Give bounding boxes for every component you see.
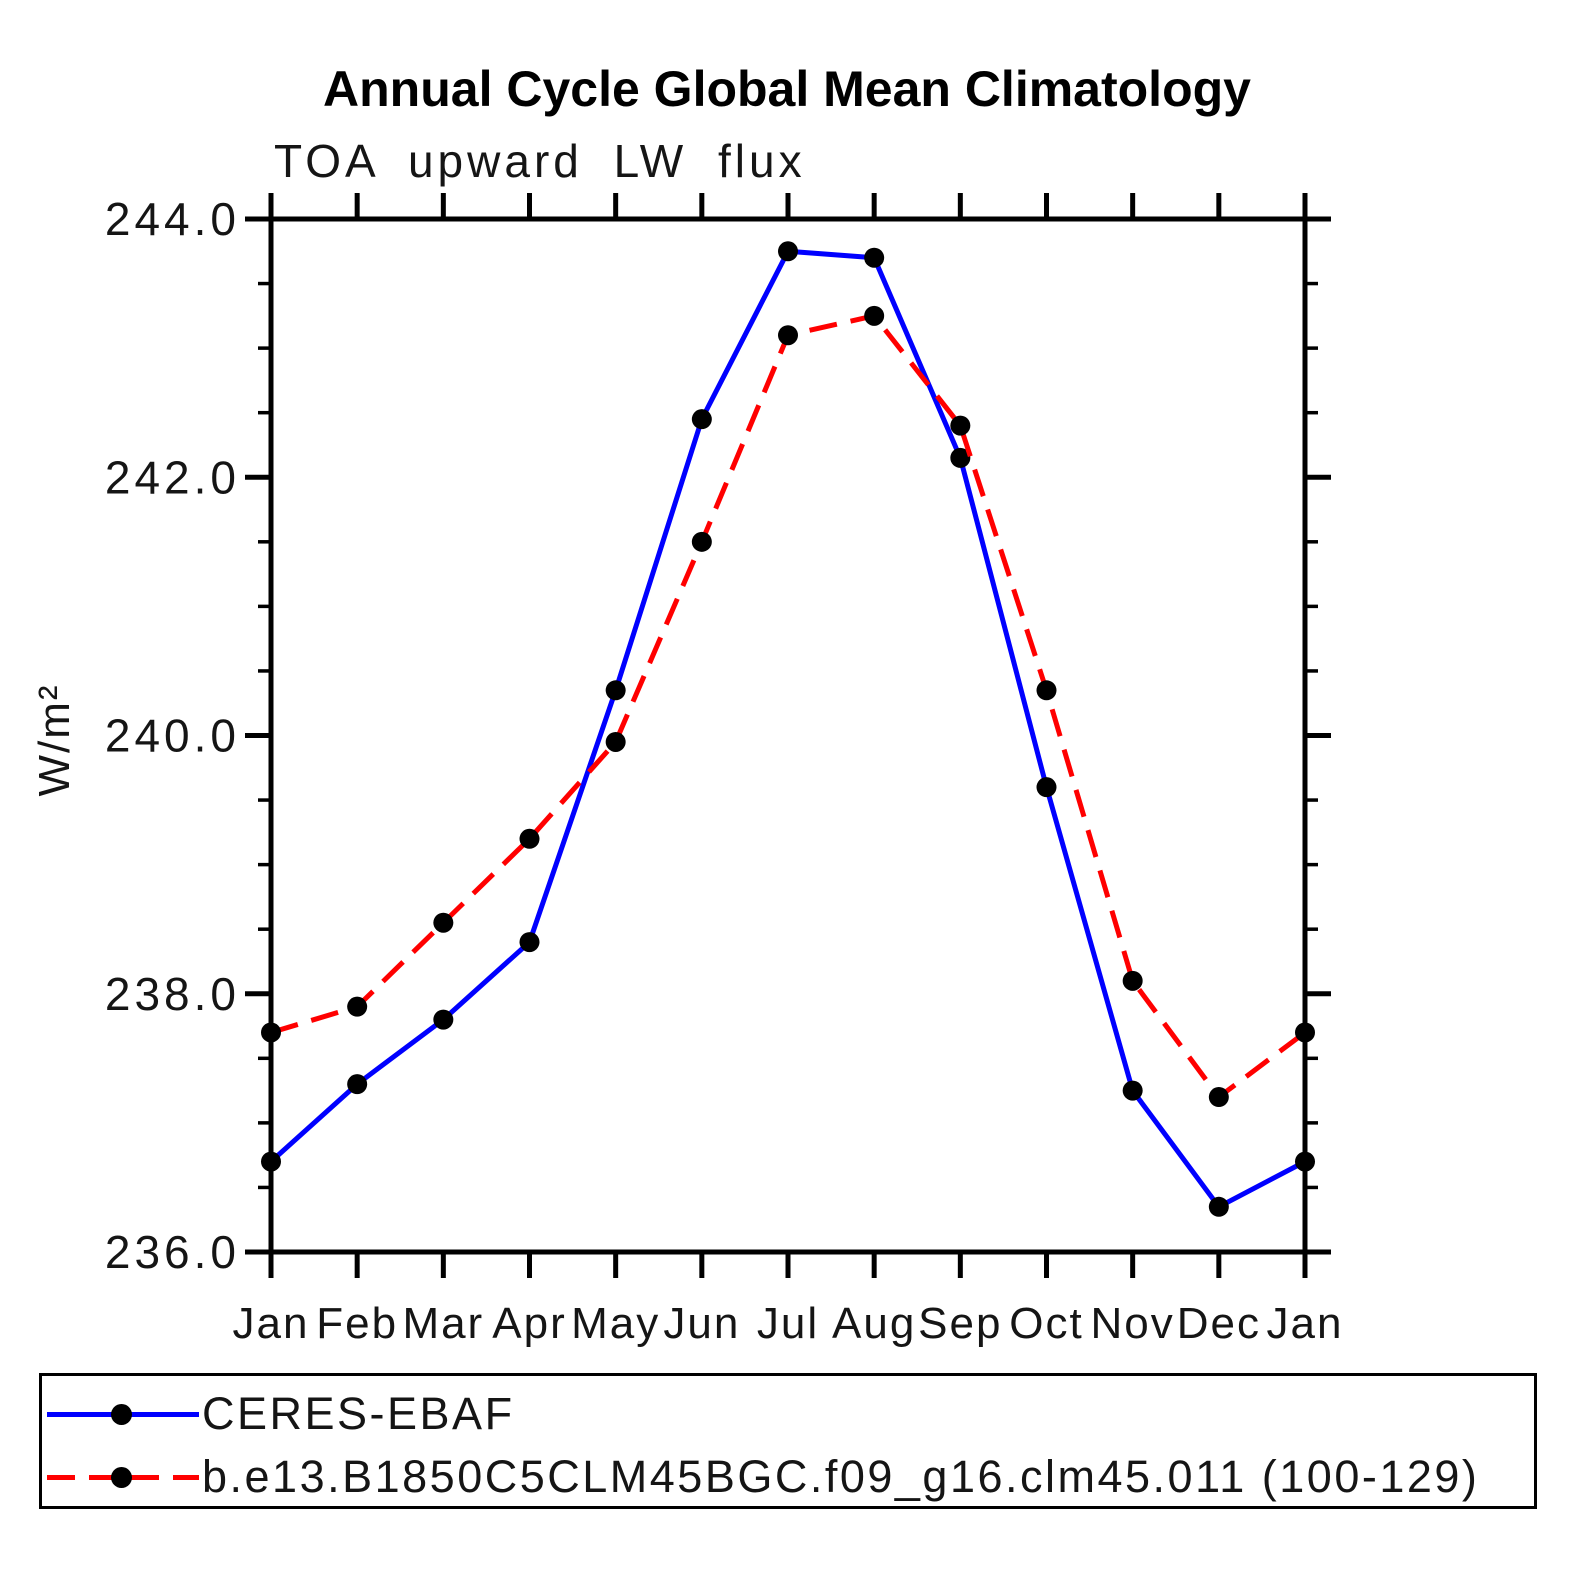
legend-label-model: b.e13.B1850C5CLM45BGC.f09_g16.clm45.011 …	[202, 1451, 1480, 1502]
x-tick-label: Aug	[832, 1299, 916, 1348]
data-point-marker	[1036, 680, 1057, 701]
x-tick-label: May	[571, 1299, 660, 1348]
x-tick-label: Jul	[757, 1299, 819, 1348]
data-point-marker	[1295, 1022, 1315, 1043]
legend-entry-model: b.e13.B1850C5CLM45BGC.f09_g16.clm45.011 …	[47, 1451, 1479, 1502]
legend-box: CERES-EBAF b.e13.B1850C5CLM45BGC.f09_g16…	[39, 1373, 1537, 1509]
data-point-marker	[864, 305, 885, 326]
y-tick-label: 238.0	[105, 968, 240, 1020]
legend-marker-icon	[111, 1466, 132, 1488]
data-point-marker	[261, 1151, 281, 1172]
data-point-marker	[261, 1022, 281, 1043]
data-point-marker	[605, 680, 626, 701]
legend-label-ceres: CERES-EBAF	[202, 1388, 515, 1439]
y-tick-label: 244.0	[105, 193, 240, 245]
x-tick-label: Jan	[1267, 1299, 1344, 1348]
data-point-marker	[778, 241, 798, 262]
data-point-marker	[691, 531, 712, 552]
x-tick-label: Jun	[663, 1299, 740, 1348]
data-point-marker	[347, 1074, 368, 1095]
data-point-marker	[691, 409, 712, 430]
data-point-marker	[1295, 1151, 1315, 1172]
y-tick-label: 240.0	[105, 710, 240, 762]
x-tick-label: Jan	[233, 1299, 310, 1348]
data-point-marker	[1122, 970, 1143, 991]
x-tick-label: Feb	[316, 1299, 398, 1348]
data-point-marker	[1208, 1087, 1229, 1108]
x-tick-label: Apr	[492, 1299, 566, 1348]
x-tick-label: Oct	[1009, 1299, 1083, 1348]
legend-sample-model	[47, 1466, 199, 1488]
model-line	[270, 313, 1307, 1101]
data-point-marker	[347, 996, 368, 1017]
x-tick-label: Sep	[918, 1299, 1002, 1348]
data-point-marker	[605, 731, 626, 752]
plot-border	[268, 216, 1308, 1255]
data-point-marker	[950, 447, 971, 468]
y-axis-label: W/m²	[30, 683, 79, 797]
data-point-marker	[1122, 1080, 1143, 1101]
data-point-marker	[433, 1009, 454, 1030]
data-point-marker	[864, 247, 885, 268]
data-point-marker	[519, 828, 540, 849]
legend-sample-ceres	[47, 1403, 199, 1425]
x-tick-label: Mar	[402, 1299, 484, 1348]
legend-marker-icon	[111, 1403, 132, 1425]
data-point-marker	[519, 932, 540, 953]
x-tick-label: Nov	[1091, 1299, 1175, 1348]
data-point-marker	[1036, 777, 1057, 798]
data-point-marker	[1208, 1196, 1229, 1217]
data-point-marker	[433, 912, 454, 933]
chart-subtitle: TOA upward LW flux	[274, 135, 806, 187]
y-tick-label: 236.0	[105, 1226, 240, 1278]
x-tick-label: Dec	[1177, 1299, 1261, 1348]
legend-entry-ceres: CERES-EBAF	[47, 1388, 515, 1439]
ceres-ebaf-line	[269, 248, 1307, 1211]
data-point-marker	[778, 325, 798, 346]
data-point-marker	[950, 415, 971, 436]
chart-title: Annual Cycle Global Mean Climatology	[323, 61, 1251, 117]
y-tick-label: 242.0	[105, 451, 240, 503]
